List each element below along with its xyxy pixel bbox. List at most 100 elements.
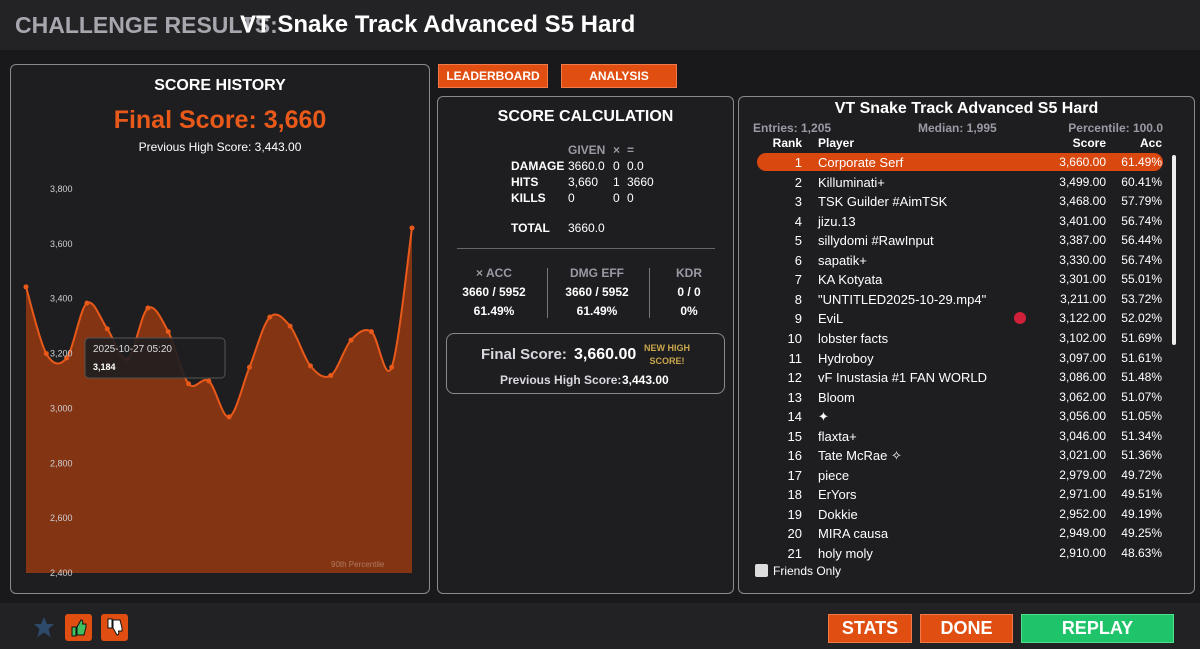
done-button[interactable]: DONE — [920, 614, 1013, 643]
score: 2,910.00 — [1059, 546, 1106, 560]
rank: 20 — [787, 526, 802, 542]
thumbs-down[interactable] — [101, 614, 128, 641]
stat-percent: 61.49% — [473, 304, 515, 318]
player: Dokkie — [818, 506, 858, 522]
final-score: Final Score: 3,660 — [113, 106, 327, 134]
stats-button[interactable]: STATS — [828, 614, 912, 643]
total-label: TOTAL — [511, 221, 550, 235]
player: ErYors — [818, 487, 857, 503]
total-value: 3660.0 — [568, 221, 605, 235]
acc: 57.79% — [1121, 194, 1162, 209]
y-tick-label: 3,200 — [50, 349, 73, 359]
separator — [547, 268, 548, 318]
stat-header: × ACC — [476, 266, 512, 280]
percentile: Percentile: 100.0 — [1068, 121, 1163, 135]
score: 3,056.00 — [1059, 409, 1106, 424]
median: Median: 1,995 — [918, 121, 997, 135]
rank: 14 — [787, 409, 802, 425]
player: ✦ — [818, 409, 829, 425]
score: 3,097.00 — [1059, 350, 1106, 365]
acc: 56.74% — [1121, 252, 1162, 267]
point — [64, 355, 70, 361]
rank: 17 — [787, 467, 802, 483]
header-bar — [0, 0, 1200, 50]
acc: 56.74% — [1121, 213, 1162, 228]
calc-value: 3660 — [627, 175, 654, 189]
calc-value: 1 — [613, 175, 620, 189]
scrollbar[interactable] — [1172, 155, 1176, 345]
player: flaxta+ — [818, 428, 857, 444]
calc-label: HITS — [511, 175, 539, 189]
annotation: 90th Percentile — [331, 560, 385, 569]
acc: 48.63% — [1121, 546, 1162, 560]
point — [165, 329, 171, 335]
acc: 61.49% — [1121, 155, 1162, 169]
acc: 51.48% — [1121, 370, 1162, 385]
rank: 7 — [794, 272, 802, 288]
point — [368, 329, 374, 335]
rank: 19 — [787, 506, 802, 522]
rank: 4 — [794, 213, 802, 229]
star-icon[interactable] — [32, 615, 56, 639]
score: 2,971.00 — [1059, 487, 1106, 502]
point — [226, 414, 232, 420]
point — [43, 351, 49, 357]
rank: 9 — [794, 311, 802, 327]
rank: 10 — [787, 330, 802, 346]
tab[interactable]: ANALYSIS — [561, 64, 677, 88]
calc-label: KILLS — [511, 191, 546, 205]
player: lobster facts — [818, 330, 889, 346]
acc: 51.07% — [1121, 389, 1162, 404]
thumbs-up[interactable] — [65, 614, 92, 641]
y-tick-label: 2,400 — [50, 568, 73, 578]
score: 3,330.00 — [1059, 252, 1106, 267]
tooltip-value: 3,184 — [93, 362, 116, 372]
col-header: = — [627, 143, 635, 157]
icon — [1014, 312, 1026, 324]
previous-score: Previous High Score: 3,443.00 — [138, 140, 302, 154]
final-label: Final Score: — [481, 346, 567, 363]
score: 3,086.00 — [1059, 370, 1106, 385]
player: "UNTITLED2025-10-29.mp4" — [818, 291, 987, 307]
area — [26, 227, 412, 573]
point — [348, 337, 354, 343]
player: vF Inustasia #1 FAN WORLD — [818, 370, 988, 386]
calc-value: 0 — [613, 191, 620, 205]
score: 2,949.00 — [1059, 526, 1106, 541]
point — [267, 314, 273, 320]
stat-percent: 0% — [680, 304, 698, 318]
acc: 51.61% — [1121, 350, 1162, 365]
calc-label: DAMAGE — [511, 159, 565, 173]
stat-value: 3660 / 5952 — [565, 285, 629, 299]
acc: 51.36% — [1121, 448, 1162, 463]
tab[interactable]: LEADERBOARD — [438, 64, 548, 88]
score: 3,468.00 — [1059, 194, 1106, 209]
header-title: VT Snake Track Advanced S5 Hard — [240, 11, 636, 38]
score: 3,021.00 — [1059, 448, 1106, 463]
stat-header: DMG EFF — [570, 266, 624, 280]
score: 3,102.00 — [1059, 330, 1106, 345]
friends-only: Friends Only — [773, 564, 842, 578]
checkbox[interactable] — [755, 564, 768, 577]
highlight-row — [757, 153, 1163, 171]
acc: 51.34% — [1121, 428, 1162, 443]
y-tick-label: 3,000 — [50, 403, 73, 413]
calc-value: 0 — [568, 191, 575, 205]
rank: 11 — [788, 350, 803, 366]
point — [287, 323, 293, 329]
y-tick-label: 3,400 — [50, 294, 73, 304]
player: MIRA causa — [818, 526, 889, 542]
acc: 51.69% — [1121, 330, 1162, 345]
player: Corporate Serf — [818, 155, 904, 170]
replay-button[interactable]: REPLAY — [1021, 614, 1174, 643]
player: EviL — [818, 311, 844, 327]
y-tick-label: 2,600 — [50, 513, 73, 523]
col-header: Player — [818, 136, 855, 150]
rank: 5 — [794, 233, 802, 249]
score: 3,401.00 — [1059, 213, 1106, 228]
rank: 13 — [787, 389, 802, 405]
acc: 49.72% — [1121, 467, 1162, 482]
player: TSK Guilder #AimTSK — [818, 194, 948, 210]
rank: 3 — [794, 194, 802, 210]
